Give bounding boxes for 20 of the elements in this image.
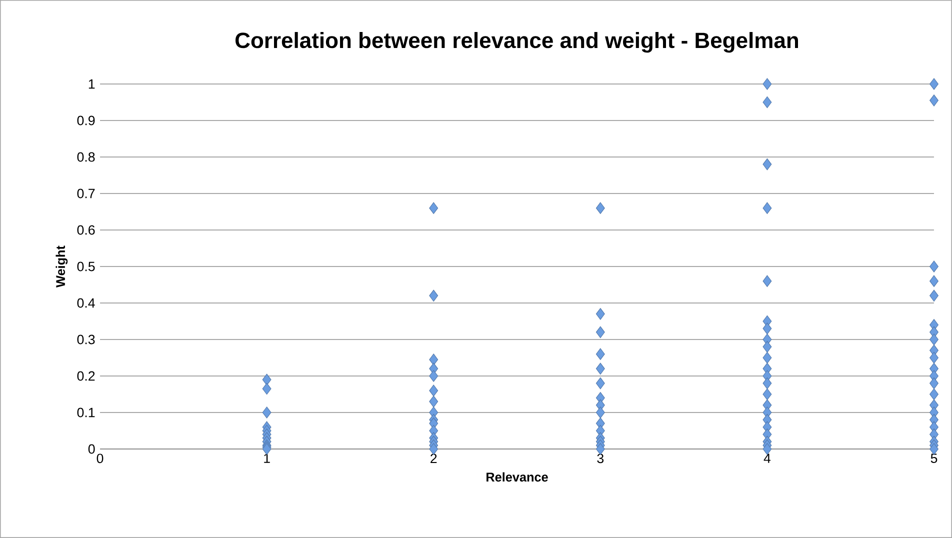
y-axis-title: Weight — [56, 246, 68, 288]
y-tick-label: 0.1 — [77, 408, 95, 418]
y-tick-label: 0.9 — [77, 116, 95, 126]
x-tick-label: 5 — [930, 454, 938, 463]
x-tick-label: 1 — [264, 454, 270, 463]
x-tick-label: 4 — [764, 454, 771, 463]
y-tick-label: 0.5 — [77, 262, 95, 272]
y-tick-label: 0.8 — [77, 152, 95, 162]
y-tick-label: 0.4 — [77, 298, 95, 308]
x-axis-title: Relevance — [486, 472, 548, 482]
y-tick-label: 1 — [88, 79, 95, 89]
y-tick-label: 0.3 — [77, 334, 95, 344]
y-tick-label: 0 — [88, 444, 95, 454]
chart-title: Correlation between relevance and weight - Begelman — [236, 32, 798, 53]
x-tick-label: 2 — [430, 454, 437, 464]
x-tick-label: 3 — [597, 454, 604, 464]
y-tick-label: 0.6 — [77, 225, 95, 235]
y-tick-label: 0.7 — [77, 188, 95, 198]
x-tick-label: 0 — [96, 454, 104, 464]
y-tick-label: 0.2 — [77, 371, 95, 381]
